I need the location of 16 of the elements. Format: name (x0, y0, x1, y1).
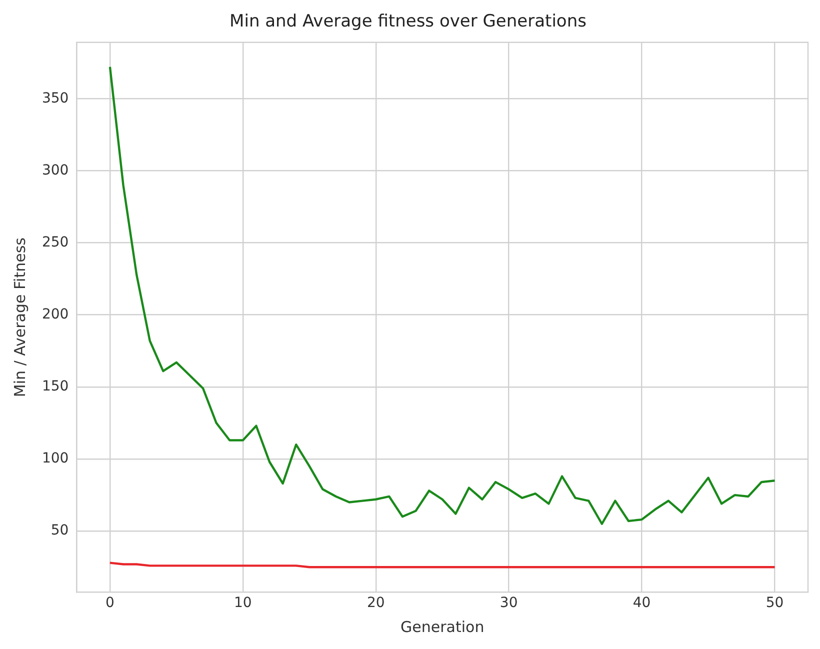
y-tick-label: 350 (42, 90, 69, 106)
x-tick-label: 20 (366, 595, 385, 612)
y-tick-label: 50 (50, 522, 69, 539)
y-tick-label: 100 (42, 450, 69, 467)
y-tick-label: 250 (42, 234, 69, 250)
x-tick-label: 30 (500, 595, 518, 612)
y-tick-label: 300 (42, 162, 69, 178)
chart-title: Min and Average fitness over Generations (230, 12, 587, 32)
x-axis-title: Generation (400, 618, 484, 636)
y-tick-label: 150 (42, 378, 69, 395)
x-tick-label: 40 (632, 595, 651, 612)
x-tick-label: 50 (766, 595, 784, 612)
y-tick-label: 200 (42, 306, 69, 322)
y-axis-title: Min / Average Fitness (10, 237, 29, 398)
x-tick-label: 10 (234, 595, 252, 612)
x-tick-label: 0 (106, 595, 114, 612)
